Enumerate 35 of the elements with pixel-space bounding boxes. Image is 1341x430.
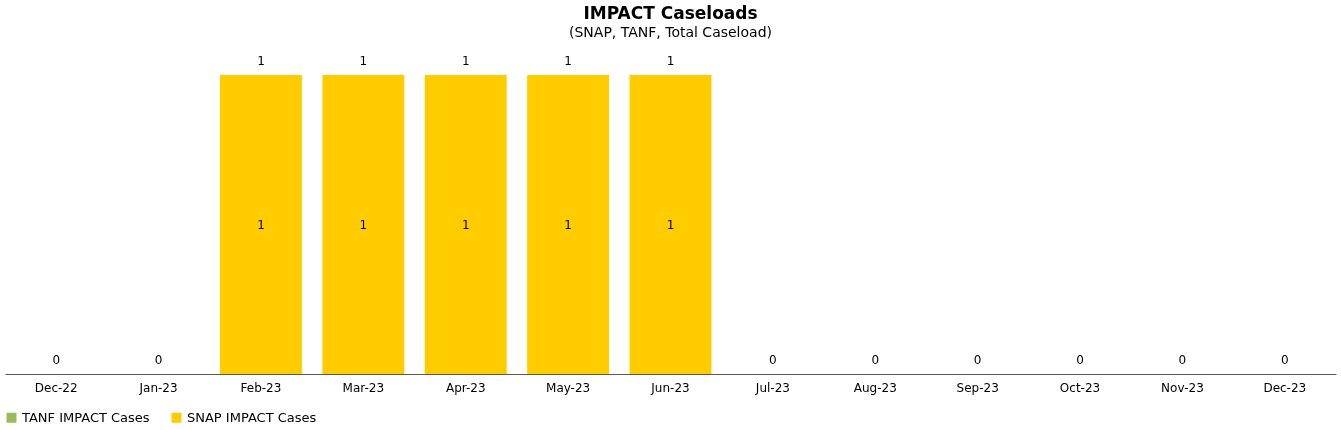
chart-subtitle: (SNAP, TANF, Total Caseload)	[569, 24, 772, 40]
total-label: 0	[1280, 353, 1289, 367]
data-label: 1	[666, 217, 675, 232]
x-tick-label: Oct-23	[1059, 380, 1101, 395]
data-label: 1	[564, 217, 572, 232]
x-tick-label: Nov-23	[1161, 380, 1204, 395]
x-tick-label: Jun-23	[650, 380, 690, 395]
legend-label: TANF IMPACT Cases	[21, 409, 150, 425]
total-label: 0	[52, 353, 61, 367]
total-label: 0	[973, 353, 982, 367]
x-tick-label: Apr-23	[445, 380, 486, 395]
x-tick-label: Jul-23	[754, 380, 790, 395]
x-tick-label: Dec-23	[1263, 380, 1307, 395]
total-label: 1	[257, 54, 265, 68]
total-label: 0	[1178, 353, 1187, 367]
x-tick-label: Jan-23	[138, 380, 178, 395]
total-label: 0	[769, 353, 777, 367]
legend-label: SNAP IMPACT Cases	[187, 409, 317, 425]
total-label: 1	[461, 54, 470, 68]
data-label: 1	[359, 217, 368, 232]
chart-title: IMPACT Caseloads	[583, 3, 758, 23]
total-label: 1	[359, 54, 368, 68]
total-label: 0	[154, 353, 163, 367]
data-label: 1	[461, 217, 470, 232]
x-tick-label: Mar-23	[342, 380, 385, 395]
x-tick-label: Feb-23	[240, 380, 282, 395]
x-tick-label: May-23	[546, 380, 591, 395]
x-tick-label: Sep-23	[956, 380, 999, 395]
total-label: 0	[871, 353, 880, 367]
total-label: 1	[564, 54, 572, 68]
total-label: 0	[1076, 353, 1084, 367]
x-tick-label: Aug-23	[853, 380, 897, 395]
data-label: 1	[257, 217, 265, 232]
total-label: 1	[666, 54, 675, 68]
x-tick-label: Dec-22	[34, 380, 78, 395]
